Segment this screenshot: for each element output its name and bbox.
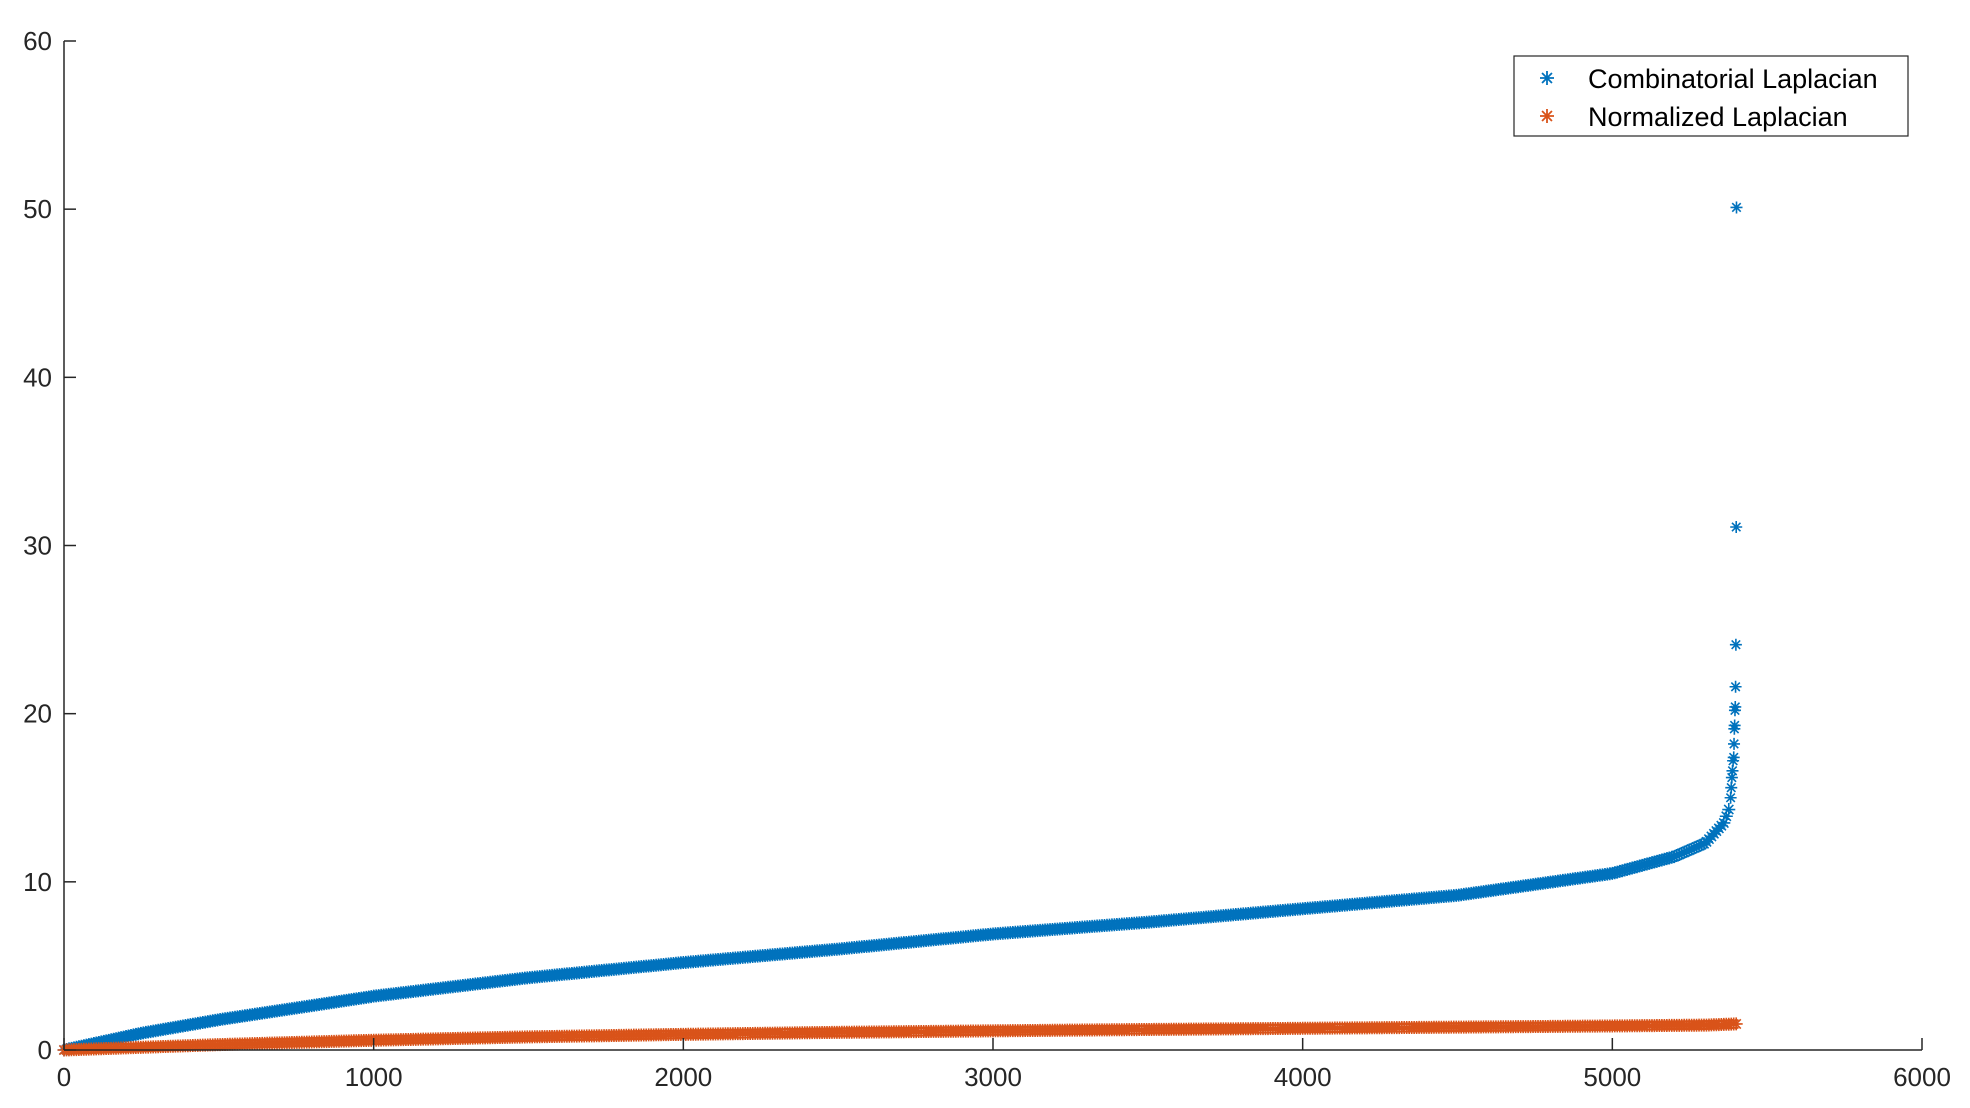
- data-point: [1725, 781, 1738, 794]
- data-point: [1728, 737, 1741, 750]
- legend: Combinatorial Laplacian Normalized Lapla…: [1513, 55, 1909, 137]
- x-tick-label: 1000: [345, 1062, 403, 1092]
- x-tick-label: 5000: [1583, 1062, 1641, 1092]
- data-point: [1728, 719, 1741, 732]
- x-tick-label: 4000: [1274, 1062, 1332, 1092]
- data-point: [1729, 700, 1742, 713]
- legend-marker-combinatorial: [1540, 71, 1554, 85]
- y-tick-label: 50: [23, 194, 52, 224]
- y-tick-label: 30: [23, 531, 52, 561]
- data-point: [1726, 764, 1739, 777]
- x-tick-label: 6000: [1893, 1062, 1951, 1092]
- y-tick-label: 10: [23, 867, 52, 897]
- y-tick-group: 0 10 20 30 40 50 60: [23, 26, 76, 1065]
- y-tick-label: 40: [23, 362, 52, 392]
- x-tick-group: 0 1000 2000 3000 4000 5000 6000: [57, 1038, 1951, 1092]
- x-tick-label: 0: [57, 1062, 71, 1092]
- y-tick-label: 20: [23, 699, 52, 729]
- y-tick-label: 0: [38, 1035, 52, 1065]
- y-tick-label: 60: [23, 26, 52, 56]
- data-point: [1730, 521, 1743, 534]
- series-combinatorial: [57, 201, 1743, 1057]
- x-tick-label: 2000: [654, 1062, 712, 1092]
- data-point: [1729, 680, 1742, 693]
- x-tick-label: 3000: [964, 1062, 1022, 1092]
- data-point: [1724, 791, 1737, 804]
- legend-marker-normalized: [1540, 109, 1554, 123]
- data-point: [1730, 201, 1743, 214]
- data-point: [1725, 771, 1738, 784]
- legend-label-normalized: Normalized Laplacian: [1588, 102, 1848, 132]
- legend-box: [1513, 55, 1909, 137]
- data-point: [1729, 638, 1742, 651]
- legend-label-combinatorial: Combinatorial Laplacian: [1588, 64, 1878, 94]
- data-point: [1727, 751, 1740, 764]
